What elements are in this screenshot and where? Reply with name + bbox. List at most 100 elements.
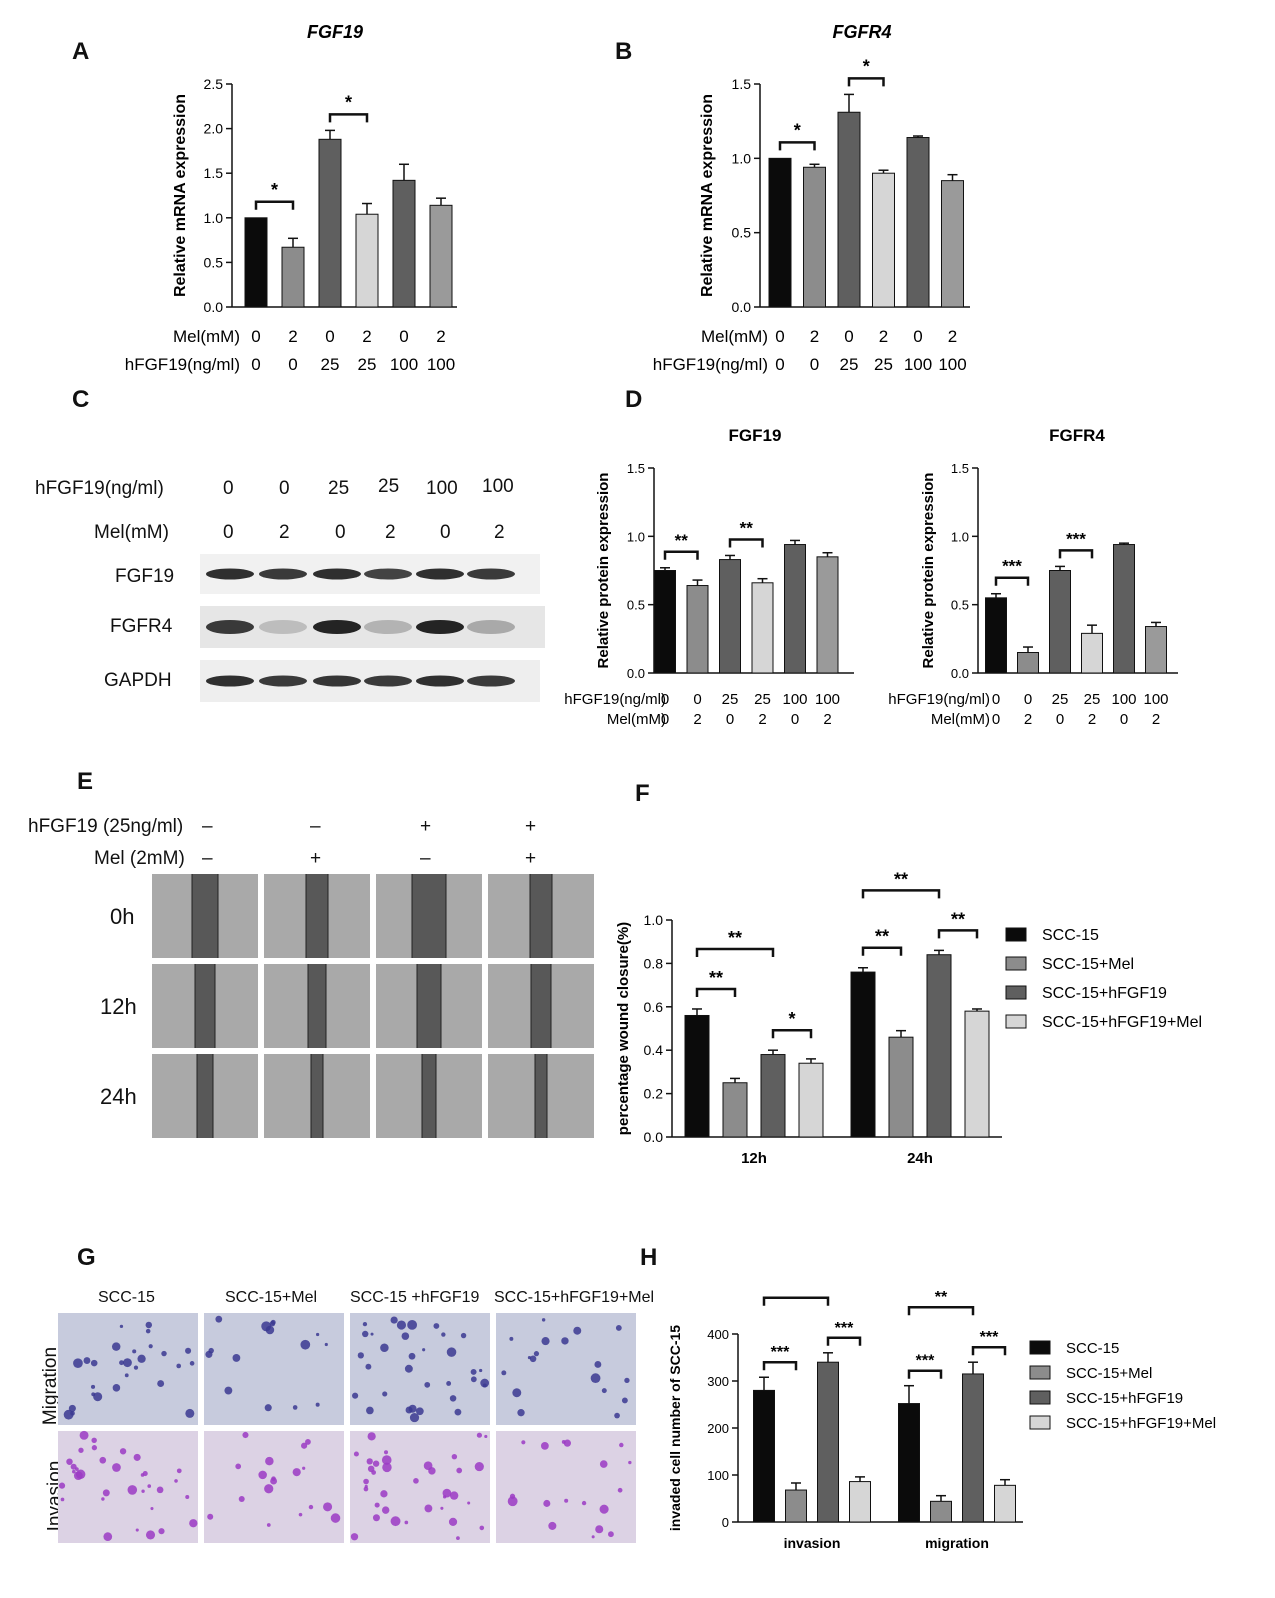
transwell-cell [189, 1361, 195, 1366]
bar [994, 1484, 1016, 1523]
condition-label: hFGF19(ng/ml) [564, 691, 666, 708]
blot-image [200, 554, 545, 702]
condition-label: Mel(mM) [607, 711, 666, 728]
transwell-cell [451, 1454, 458, 1460]
transwell-cell [141, 1489, 145, 1493]
transwell-cell [446, 1381, 452, 1386]
bar [1145, 626, 1167, 674]
transwell-cell [148, 1344, 153, 1349]
bar [429, 204, 453, 308]
transwell-cell [90, 1359, 98, 1367]
significance-mark: ** [894, 869, 908, 889]
legend-label: SCC-15+hFGF19 [1042, 985, 1167, 1002]
transwell-cell [474, 1461, 484, 1472]
blot-header-value: 0 [223, 478, 234, 499]
chart-title: FGFR4 [1049, 426, 1105, 445]
transwell-image [496, 1431, 636, 1543]
blot-header-label: hFGF19(ng/ml) [35, 478, 164, 499]
panel-letter-d: D [625, 386, 643, 413]
wound-gap [192, 874, 218, 958]
transwell-cell [145, 1321, 153, 1329]
transwell-cell [270, 1477, 278, 1485]
transwell-cell [158, 1528, 165, 1535]
bar [817, 1361, 839, 1523]
condition-value: 100 [427, 355, 455, 374]
bar [281, 246, 305, 308]
transwell-cell [470, 1368, 477, 1375]
blot-header-value: 0 [279, 478, 290, 499]
legend-swatch [1029, 1415, 1051, 1430]
transwell-cell [601, 1388, 607, 1394]
transwell-cell [367, 1432, 376, 1441]
transwell-cell [60, 1497, 65, 1502]
blot-band [467, 675, 515, 687]
blot-band [416, 568, 464, 580]
transwell-cell [423, 1461, 433, 1471]
condition-label: hFGF19(ng/ml) [125, 355, 240, 374]
y-tick-label: 1.0 [644, 912, 664, 928]
transwell-image [58, 1313, 198, 1425]
transwell-cell [72, 1469, 76, 1474]
significance-mark: ** [935, 1290, 948, 1306]
blot-header-value: 100 [426, 478, 458, 499]
wound-header-value: + [420, 816, 432, 837]
bar [803, 166, 826, 308]
condition-value: 0 [992, 711, 1000, 728]
blot-band [313, 675, 361, 687]
transwell-cell [235, 1463, 242, 1470]
bar [1017, 652, 1039, 674]
wound-gap [197, 1054, 213, 1138]
transwell-cell [512, 1388, 522, 1398]
transwell-cell [93, 1392, 103, 1402]
y-tick-label: 0.4 [644, 1042, 664, 1058]
transwell-cell [561, 1439, 566, 1444]
wound-time-label: 12h [100, 994, 137, 1019]
condition-value: 25 [358, 355, 377, 374]
legend-swatch [1005, 956, 1027, 971]
wound-header-value: – [202, 816, 213, 837]
legend-label: SCC-15 [1042, 927, 1099, 944]
bar [941, 180, 964, 308]
transwell-cell [83, 1357, 91, 1365]
transwell-cell [480, 1378, 490, 1388]
y-tick-label: 2.5 [204, 76, 224, 92]
condition-label: hFGF19(ng/ml) [888, 691, 990, 708]
transwell-cell [308, 1504, 314, 1510]
transwell-cell [381, 1506, 390, 1514]
transwell-column-label: SCC-15 +hFGF19 [350, 1289, 480, 1306]
transwell-cell [396, 1320, 407, 1330]
transwell-cell [407, 1319, 418, 1330]
wound-time-label: 0h [110, 904, 135, 929]
transwell-cell [70, 1463, 77, 1470]
chart-title: FGF19 [729, 426, 782, 445]
transwell-cell [366, 1406, 374, 1415]
transwell-cell [413, 1478, 419, 1484]
significance-bracket [994, 576, 1030, 586]
condition-value: 2 [810, 327, 819, 346]
y-tick-label: 0.5 [204, 254, 224, 270]
transwell-cell [324, 1342, 328, 1347]
condition-value: 2 [879, 327, 888, 346]
wound-image-grid [152, 874, 594, 1138]
transwell-cell [215, 1315, 223, 1323]
wound-gap [412, 874, 446, 958]
significance-bracket [328, 113, 369, 123]
transwell-cell [599, 1460, 608, 1468]
western-blot: hFGF19(ng/ml) Mel(mM) 0 0 25 25 100 100 … [30, 470, 590, 710]
condition-value: 2 [948, 327, 957, 346]
transwell-cell [103, 1532, 113, 1541]
transwell-cell [382, 1391, 388, 1397]
blot-row-label: GAPDH [104, 670, 172, 691]
transwell-cell [157, 1380, 165, 1388]
condition-value: 100 [782, 691, 807, 708]
bar [785, 1489, 807, 1523]
transwell-cell [119, 1324, 124, 1329]
transwell-cell [541, 1318, 546, 1322]
significance-mark: *** [835, 1320, 854, 1337]
transwell-cell [124, 1373, 129, 1378]
chart-d-fgfr4-protein: FGFR4 0.0 0.5 1.0 1.5 Relative protein expres… [888, 426, 1178, 728]
significance-mark: *** [1066, 529, 1086, 548]
condition-value: 25 [840, 355, 859, 374]
transwell-column-label: SCC-15+Mel [225, 1289, 318, 1306]
transwell-cell [176, 1363, 182, 1369]
